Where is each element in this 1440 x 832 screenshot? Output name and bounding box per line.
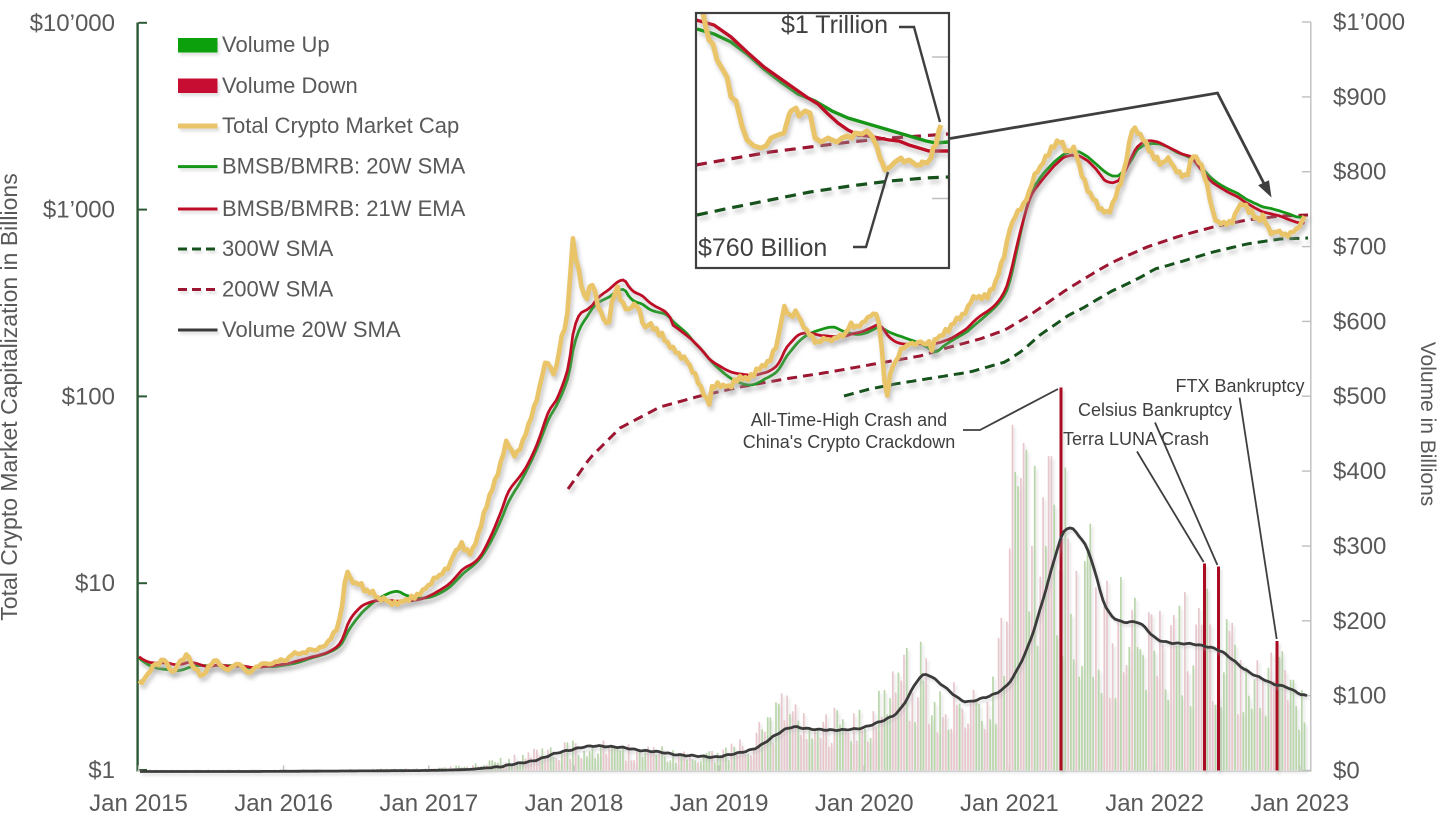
- svg-text:$400: $400: [1333, 458, 1386, 485]
- svg-text:$100: $100: [1333, 683, 1386, 710]
- svg-text:$1: $1: [88, 757, 115, 784]
- svg-text:Volume in Billions: Volume in Billions: [1416, 342, 1439, 507]
- svg-text:Jan 2016: Jan 2016: [234, 790, 333, 817]
- svg-text:$300: $300: [1333, 533, 1386, 560]
- svg-text:Volume 20W SMA: Volume 20W SMA: [222, 317, 401, 342]
- svg-text:Jan 2020: Jan 2020: [815, 790, 914, 817]
- svg-text:$760 Billion: $760 Billion: [698, 234, 827, 262]
- svg-text:China's Crypto Crackdown: China's Crypto Crackdown: [743, 432, 956, 452]
- svg-text:Jan 2017: Jan 2017: [379, 790, 478, 817]
- svg-text:Jan 2022: Jan 2022: [1105, 790, 1204, 817]
- svg-text:FTX Bankruptcy: FTX Bankruptcy: [1175, 376, 1304, 396]
- svg-text:Jan 2018: Jan 2018: [525, 790, 624, 817]
- svg-text:$1’000: $1’000: [1333, 9, 1405, 36]
- svg-text:$1’000: $1’000: [43, 197, 115, 224]
- svg-text:200W SMA: 200W SMA: [222, 277, 334, 302]
- svg-text:BMSB/BMRB: 21W EMA: BMSB/BMRB: 21W EMA: [222, 196, 466, 221]
- svg-text:Jan 2019: Jan 2019: [670, 790, 769, 817]
- svg-text:$600: $600: [1333, 308, 1386, 335]
- svg-text:Jan 2023: Jan 2023: [1250, 790, 1349, 817]
- svg-text:Celsius Bankruptcy: Celsius Bankruptcy: [1078, 400, 1232, 420]
- svg-text:$700: $700: [1333, 234, 1386, 261]
- svg-text:BMSB/BMRB: 20W SMA: BMSB/BMRB: 20W SMA: [222, 154, 466, 179]
- svg-text:$10’000: $10’000: [30, 10, 115, 37]
- svg-text:$100: $100: [62, 383, 115, 410]
- svg-text:Terra LUNA Crash: Terra LUNA Crash: [1063, 429, 1209, 449]
- svg-text:Jan 2021: Jan 2021: [960, 790, 1059, 817]
- svg-text:$1 Trillion: $1 Trillion: [781, 11, 888, 39]
- svg-text:$0: $0: [1333, 758, 1360, 785]
- svg-text:$10: $10: [75, 570, 115, 597]
- svg-text:$900: $900: [1333, 84, 1386, 111]
- svg-text:$800: $800: [1333, 159, 1386, 186]
- svg-text:Total Crypto Market Capitaliza: Total Crypto Market Capitalization in Bi…: [0, 173, 22, 620]
- svg-text:$500: $500: [1333, 383, 1386, 410]
- svg-text:Volume Up: Volume Up: [222, 32, 330, 57]
- svg-text:300W SMA: 300W SMA: [222, 236, 334, 261]
- svg-text:$200: $200: [1333, 608, 1386, 635]
- svg-text:Total Crypto Market Cap: Total Crypto Market Cap: [222, 113, 459, 138]
- svg-text:Volume Down: Volume Down: [222, 73, 358, 98]
- svg-text:All-Time-High Crash and: All-Time-High Crash and: [751, 410, 947, 430]
- svg-text:Jan 2015: Jan 2015: [89, 790, 188, 817]
